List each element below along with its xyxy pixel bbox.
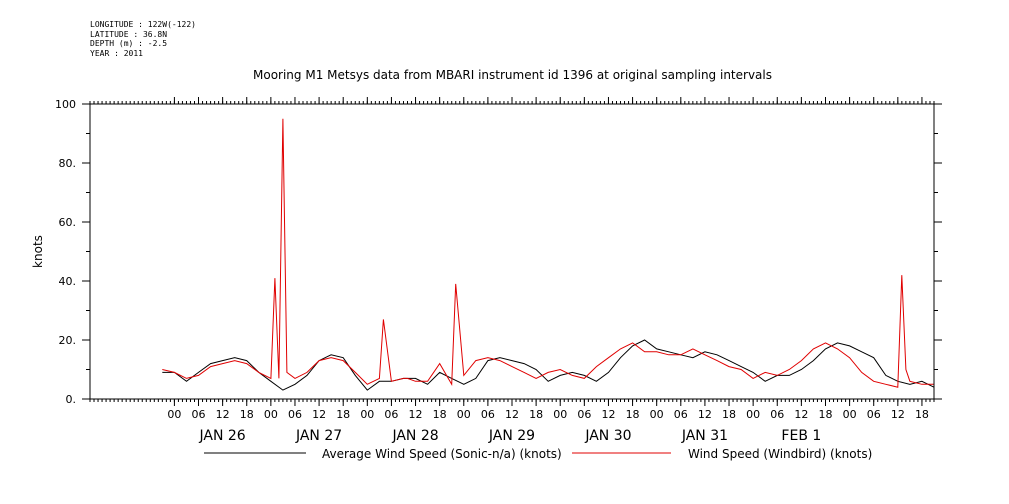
x-day-label: JAN 31 (681, 428, 728, 444)
x-tick-label: 12 (312, 408, 326, 421)
x-tick-label: 00 (843, 408, 857, 421)
x-tick-label: 00 (553, 408, 567, 421)
x-day-label: JAN 27 (295, 428, 342, 444)
x-tick-label: 18 (529, 408, 543, 421)
x-tick-label: 12 (505, 408, 519, 421)
x-tick-label: 06 (481, 408, 495, 421)
x-day-label: JAN 29 (488, 428, 535, 444)
x-tick-label: 12 (698, 408, 712, 421)
x-tick-label: 06 (770, 408, 784, 421)
x-tick-label: 06 (674, 408, 688, 421)
x-day-label: JAN 30 (584, 428, 631, 444)
legend-label-average-wind-speed: Average Wind Speed (Sonic-n/a) (knots) (322, 447, 562, 461)
x-tick-label: 18 (626, 408, 640, 421)
chart-title: Mooring M1 Metsys data from MBARI instru… (253, 68, 772, 82)
x-tick-label: 06 (192, 408, 206, 421)
x-tick-label: 00 (746, 408, 760, 421)
x-tick-label: 06 (288, 408, 302, 421)
series-line-average-wind-speed (162, 339, 935, 391)
x-tick-label: 00 (360, 408, 374, 421)
y-tick-label: 100 (55, 98, 76, 111)
x-tick-label: 18 (818, 408, 832, 421)
x-tick-label: 00 (457, 408, 471, 421)
y-tick-label: 0. (66, 393, 77, 406)
series-layer (162, 118, 935, 391)
x-tick-label: 00 (167, 408, 181, 421)
meta-longitude: LONGITUDE : 122W(-122) (90, 20, 196, 29)
y-tick-label: 40. (59, 275, 77, 288)
meta-year: YEAR : 2011 (90, 48, 143, 58)
x-tick-label: 12 (409, 408, 423, 421)
x-tick-label: 00 (264, 408, 278, 421)
y-tick-label: 20. (59, 334, 77, 347)
x-day-label: JAN 26 (199, 428, 246, 444)
meta-latitude: LATITUDE : 36.8N (90, 29, 168, 39)
axes-layer: 0. 20. 40. 60. 80. 100 00 06 12 18 00 06 12 18 00 06 12 1… (31, 97, 942, 444)
x-day-label: FEB 1 (781, 428, 821, 444)
x-tick-label: 06 (384, 408, 398, 421)
x-tick-label: 18 (433, 408, 447, 421)
legend-label-windbird-wind-speed: Wind Speed (Windbird) (knots) (688, 447, 872, 461)
meta-depth: DEPTH (m) : -2.5 (90, 39, 168, 48)
x-tick-label: 12 (216, 408, 230, 421)
x-tick-label: 12 (601, 408, 615, 421)
x-tick-label: 06 (867, 408, 881, 421)
y-tick-label: 60. (59, 216, 77, 229)
y-tick-label: 80. (59, 157, 77, 170)
x-tick-label: 06 (577, 408, 591, 421)
x-tick-label: 12 (794, 408, 808, 421)
x-tick-label: 18 (722, 408, 736, 421)
x-tick-label: 18 (915, 408, 929, 421)
y-axis-label: knots (31, 235, 45, 268)
x-tick-label: 12 (891, 408, 905, 421)
metadata-block: LONGITUDE : 122W(-122) LATITUDE : 36.8N … (90, 20, 196, 58)
x-tick-label: 00 (650, 408, 664, 421)
x-day-label: JAN 28 (391, 428, 438, 444)
x-tick-label: 18 (240, 408, 254, 421)
x-tick-label: 18 (336, 408, 350, 421)
legend: Average Wind Speed (Sonic-n/a) (knots) Wi… (204, 447, 872, 461)
series-line-windbird-wind-speed (162, 118, 934, 388)
